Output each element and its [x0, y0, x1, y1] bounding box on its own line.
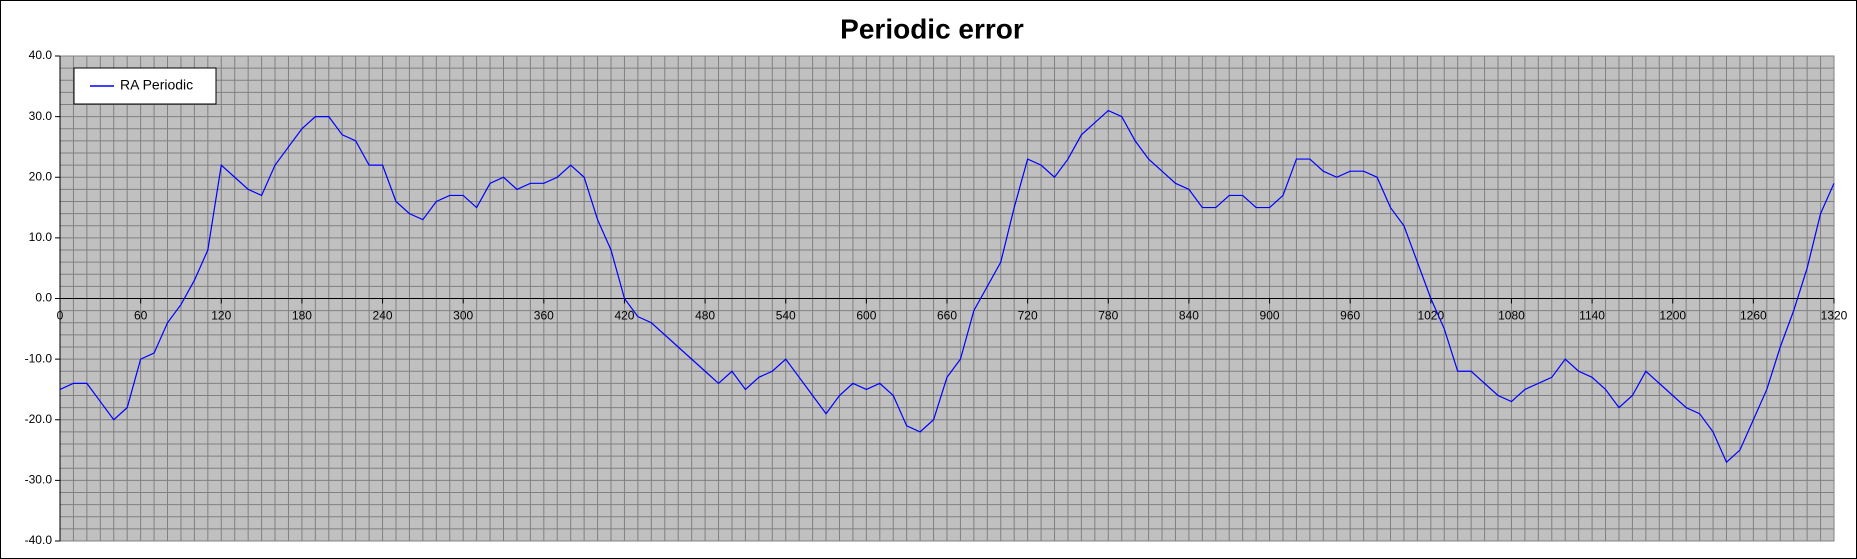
x-tick-label: 240: [373, 309, 393, 323]
x-tick-label: 600: [856, 309, 876, 323]
x-tick-label: 480: [695, 309, 715, 323]
x-tick-label: 1320: [1821, 309, 1848, 323]
legend: RA Periodic: [73, 67, 217, 105]
x-tick-label: 60: [134, 309, 148, 323]
y-tick-label: -40.0: [25, 533, 53, 547]
x-tick-label: 900: [1260, 309, 1280, 323]
x-tick-label: 1260: [1740, 309, 1767, 323]
x-tick-label: 120: [211, 309, 231, 323]
x-tick-label: 720: [1018, 309, 1038, 323]
legend-label: RA Periodic: [120, 77, 193, 93]
y-tick-label: -10.0: [25, 351, 53, 365]
x-tick-label: 660: [937, 309, 957, 323]
x-tick-label: 540: [776, 309, 796, 323]
x-tick-label: 780: [1098, 309, 1118, 323]
x-tick-label: 840: [1179, 309, 1199, 323]
chart-title: Periodic error: [840, 13, 1024, 44]
y-tick-label: 20.0: [29, 169, 53, 183]
y-tick-label: 0.0: [35, 291, 52, 305]
x-tick-label: 1140: [1579, 309, 1605, 323]
x-tick-label: 960: [1340, 309, 1360, 323]
y-tick-label: 10.0: [29, 230, 53, 244]
x-tick-label: 360: [534, 309, 554, 323]
x-tick-label: 1020: [1417, 309, 1444, 323]
y-tick-label: 30.0: [29, 109, 53, 123]
x-tick-label: 1200: [1659, 309, 1686, 323]
x-tick-label: 420: [614, 309, 634, 323]
x-tick-label: 180: [292, 309, 312, 323]
x-tick-label: 300: [453, 309, 473, 323]
data-line: [59, 109, 1835, 464]
y-tick-label: -30.0: [25, 473, 53, 487]
x-tick-label: 0: [57, 309, 64, 323]
y-tick-label: 40.0: [29, 48, 53, 62]
x-tick-label: 1080: [1498, 309, 1525, 323]
y-tick-label: -20.0: [25, 412, 53, 426]
